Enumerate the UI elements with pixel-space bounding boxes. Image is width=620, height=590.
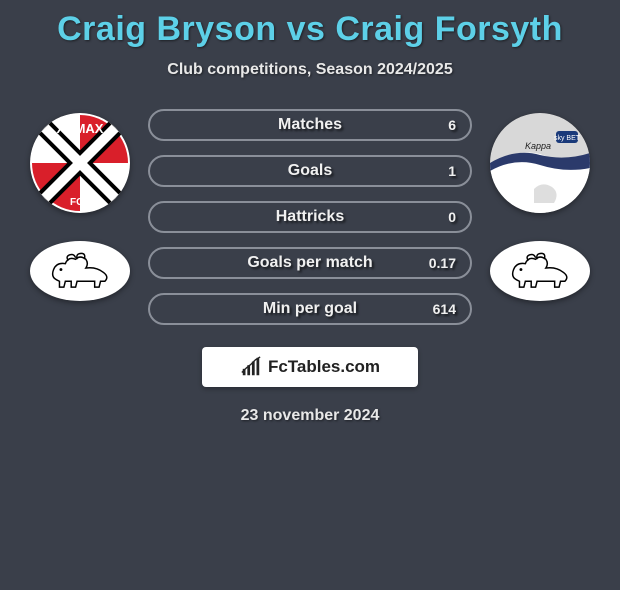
svg-text:XAMAX: XAMAX (57, 121, 104, 136)
stat-value: 614 (433, 301, 456, 317)
xamax-badge: XAMAX FCS (30, 113, 130, 213)
svg-text:sky BET: sky BET (554, 135, 581, 142)
stat-bar-matches: Matches 6 (148, 109, 472, 141)
date-label: 23 november 2024 (0, 407, 620, 425)
ram-icon (41, 249, 119, 293)
stat-bar-min-per-goal: Min per goal 614 (148, 293, 472, 325)
stat-bar-goals-per-match: Goals per match 0.17 (148, 247, 472, 279)
stat-value: 1 (448, 163, 456, 179)
stat-value: 6 (448, 117, 456, 133)
player-photo-badge: sky BET Kappa (490, 113, 590, 213)
stat-bar-goals: Goals 1 (148, 155, 472, 187)
derby-ram-badge-left (30, 241, 130, 301)
stat-bars: Matches 6 Goals 1 Hattricks 0 Goals per … (140, 109, 480, 325)
stat-label: Min per goal (263, 300, 357, 318)
stat-label: Hattricks (276, 208, 344, 226)
branding-box: FcTables.com (202, 347, 418, 387)
xamax-badge-icon: XAMAX FCS (30, 113, 130, 213)
derby-ram-badge-right (490, 241, 590, 301)
branding-text: FcTables.com (268, 357, 380, 377)
page-title: Craig Bryson vs Craig Forsyth (0, 10, 620, 49)
stat-bar-hattricks: Hattricks 0 (148, 201, 472, 233)
stat-label: Goals per match (247, 254, 372, 272)
right-side: sky BET Kappa (480, 109, 600, 301)
left-side: XAMAX FCS (20, 109, 140, 301)
stat-value: 0.17 (429, 255, 456, 271)
chart-icon (240, 356, 262, 378)
svg-text:Kappa: Kappa (525, 141, 551, 151)
comparison-content: XAMAX FCS Matches 6 Goals 1 Hattricks 0 (0, 109, 620, 325)
subtitle: Club competitions, Season 2024/2025 (0, 61, 620, 79)
stat-label: Goals (288, 162, 332, 180)
player-photo-icon: sky BET Kappa (490, 113, 590, 213)
svg-text:FCS: FCS (70, 197, 90, 208)
stat-value: 0 (448, 209, 456, 225)
stat-label: Matches (278, 116, 342, 134)
ram-icon (501, 249, 579, 293)
